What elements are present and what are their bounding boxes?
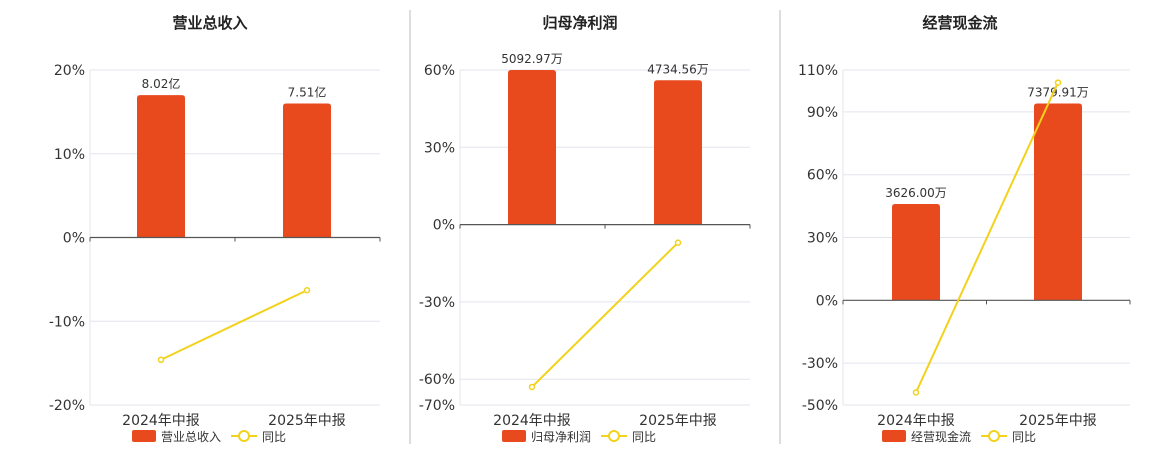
y-tick-label: 30%	[807, 231, 838, 247]
y-tick-label: -20%	[49, 398, 85, 414]
x-category-label: 2024年中报	[493, 413, 571, 429]
yoy-point	[157, 356, 165, 364]
bar	[654, 80, 702, 225]
bar-data-label: 7379.91万	[1027, 86, 1089, 100]
y-tick-label: 0%	[433, 218, 455, 234]
bar	[508, 70, 556, 225]
bar	[892, 204, 940, 301]
y-tick-label: 0%	[816, 293, 838, 309]
bar	[1034, 103, 1082, 301]
legend-bar-swatch	[502, 430, 526, 442]
yoy-line	[531, 241, 679, 388]
legend-bar-label: 归母净利润	[531, 430, 591, 444]
legend-line-label: 同比	[632, 430, 656, 444]
legend-line-label: 同比	[1012, 430, 1036, 444]
y-tick-label: 10%	[54, 147, 85, 163]
bar-data-label: 7.51亿	[288, 85, 327, 100]
y-tick-label: 30%	[424, 140, 455, 156]
yoy-point	[912, 389, 920, 396]
legend-line-marker	[988, 430, 1000, 442]
y-tick-label: 0%	[63, 231, 85, 247]
yoy-line	[160, 289, 308, 361]
bar-data-label: 8.02亿	[142, 76, 181, 91]
bar-data-label: 3626.00万	[885, 186, 947, 200]
y-tick-label: -70%	[419, 398, 455, 414]
y-tick-label: -10%	[49, 314, 85, 330]
yoy-point	[1054, 79, 1062, 86]
y-tick-label: -30%	[802, 356, 838, 372]
legend-bar-label: 经营现金流	[911, 429, 971, 444]
legend-line-marker	[608, 430, 620, 442]
chart-title: 营业总收入	[172, 14, 247, 32]
bar-data-label: 5092.97万	[501, 52, 563, 66]
legend-bar-swatch	[132, 430, 156, 442]
y-tick-label: 60%	[807, 168, 838, 184]
legend-bar-swatch	[882, 430, 906, 442]
x-category-label: 2025年中报	[1019, 413, 1097, 429]
y-tick-label: 110%	[798, 63, 838, 79]
y-tick-label: 60%	[424, 63, 455, 79]
chart-title: 经营现金流	[922, 14, 997, 32]
y-tick-label: -50%	[802, 398, 838, 414]
yoy-point	[528, 383, 536, 391]
x-category-label: 2025年中报	[639, 413, 717, 429]
chart-title: 归母净利润	[542, 14, 617, 32]
y-tick-label: 90%	[807, 105, 838, 121]
yoy-point	[674, 239, 682, 246]
legend-bar-label: 营业总收入	[161, 430, 221, 444]
bar-data-label: 4734.56万	[647, 62, 709, 76]
legend-line-label: 同比	[262, 430, 286, 444]
x-category-label: 2025年中报	[268, 413, 346, 429]
bar	[283, 103, 331, 238]
legend-line-marker	[238, 430, 250, 442]
y-tick-label: -30%	[419, 295, 455, 311]
x-category-label: 2024年中报	[877, 413, 955, 429]
x-category-label: 2024年中报	[122, 413, 200, 429]
y-tick-label: -60%	[419, 372, 455, 388]
bar	[137, 95, 185, 238]
y-tick-label: 20%	[54, 63, 85, 79]
yoy-line	[915, 82, 1059, 393]
yoy-point	[303, 287, 311, 294]
